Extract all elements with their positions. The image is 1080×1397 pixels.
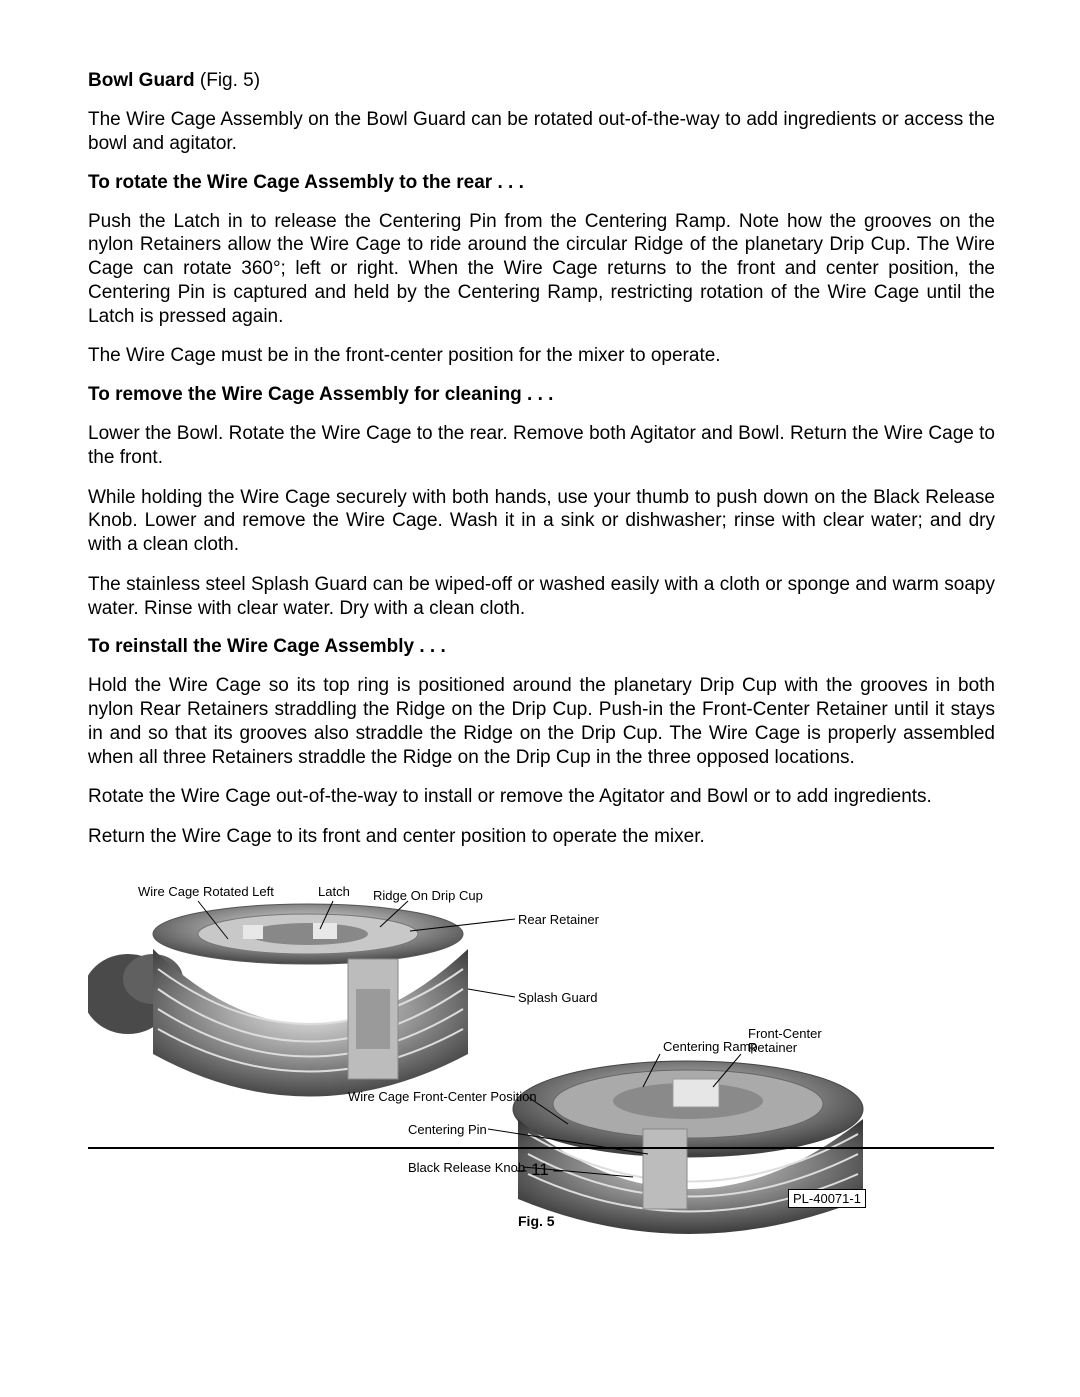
paragraph: Lower the Bowl. Rotate the Wire Cage to … [88, 422, 995, 470]
paragraph: Rotate the Wire Cage out-of-the-way to i… [88, 785, 995, 809]
paragraph: The Wire Cage must be in the front-cente… [88, 344, 995, 368]
heading-rotate-rear: To rotate the Wire Cage Assembly to the … [88, 172, 995, 194]
label-latch: Latch [318, 884, 350, 899]
heading-remove-cleaning: To remove the Wire Cage Assembly for cle… [88, 384, 995, 406]
heading-reinstall: To reinstall the Wire Cage Assembly . . … [88, 636, 995, 658]
label-centering-pin: Centering Pin [408, 1122, 487, 1137]
paragraph: Return the Wire Cage to its front and ce… [88, 825, 995, 849]
figure-pl-number: PL-40071-1 [788, 1189, 866, 1208]
document-page: Bowl Guard (Fig. 5) The Wire Cage Assemb… [0, 0, 1080, 1397]
paragraph: While holding the Wire Cage securely wit… [88, 486, 995, 557]
figure-5: Wire Cage Rotated Left Latch Ridge On Dr… [88, 879, 995, 1239]
label-splash-guard: Splash Guard [518, 990, 598, 1005]
paragraph: Push the Latch in to release the Centeri… [88, 210, 995, 329]
label-ridge-on-drip-cup: Ridge On Drip Cup [373, 888, 483, 903]
paragraph: The stainless steel Splash Guard can be … [88, 573, 995, 621]
heading-bold: Bowl Guard [88, 70, 195, 91]
label-centering-ramp: Centering Ramp [663, 1039, 758, 1054]
heading-rest: (Fig. 5) [195, 70, 260, 91]
divider [88, 1147, 994, 1149]
label-front-center-retainer: Front-Center Retainer [748, 1027, 828, 1056]
label-wire-cage-front-center: Wire Cage Front-Center Position [348, 1089, 537, 1104]
paragraph: The Wire Cage Assembly on the Bowl Guard… [88, 108, 995, 156]
paragraph: Hold the Wire Cage so its top ring is po… [88, 674, 995, 769]
label-rear-retainer: Rear Retainer [518, 912, 599, 927]
figure-svg [88, 879, 995, 1239]
page-number: – 11 – [0, 1160, 1080, 1180]
figure-caption: Fig. 5 [518, 1213, 555, 1229]
label-wire-cage-rotated-left: Wire Cage Rotated Left [138, 884, 274, 899]
heading-bowl-guard: Bowl Guard (Fig. 5) [88, 70, 995, 92]
